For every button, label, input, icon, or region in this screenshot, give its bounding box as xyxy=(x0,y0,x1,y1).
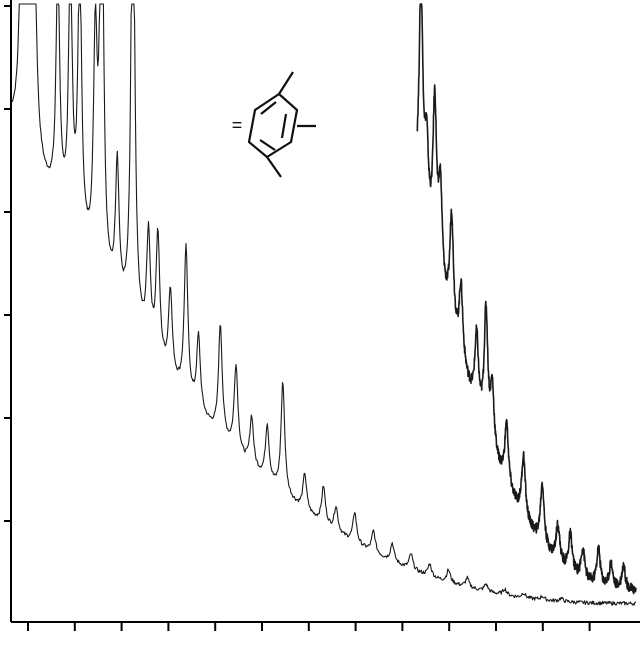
double-bond-right xyxy=(280,113,288,139)
trimethylbenzene-icon xyxy=(247,71,316,178)
axes xyxy=(4,0,640,631)
annotation: = xyxy=(232,71,316,178)
methyl-top xyxy=(278,71,294,95)
equals-label: = xyxy=(232,115,243,135)
series-layer xyxy=(10,3,637,606)
series-line-2 xyxy=(416,3,637,595)
series-line-1 xyxy=(10,3,637,606)
double-bond-bottom xyxy=(259,139,276,151)
methyl-bottom xyxy=(266,156,282,178)
double-bond-top xyxy=(260,101,277,115)
